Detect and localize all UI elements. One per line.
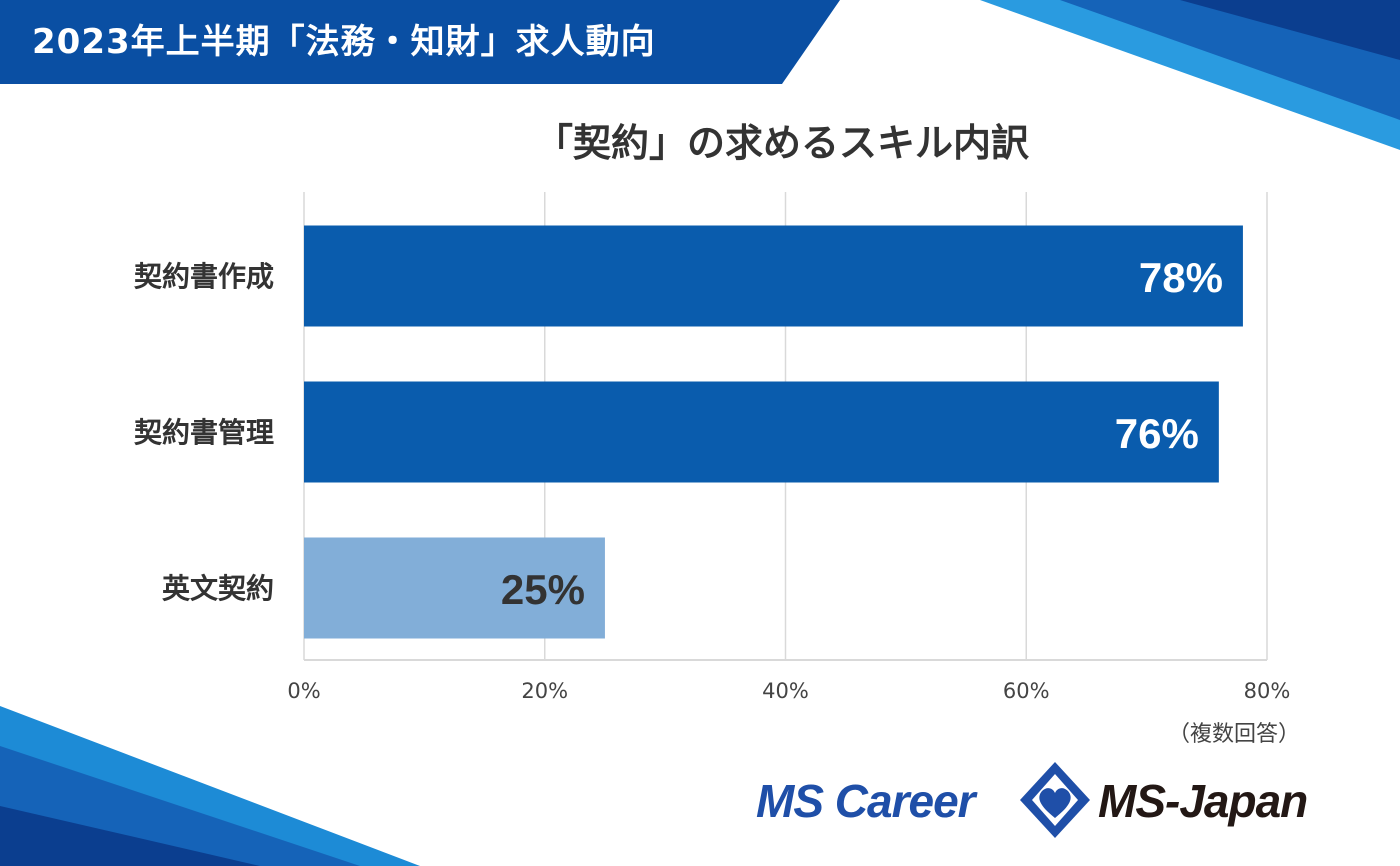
labels: 0% 20% 40% 60% 80% 契約書作成 78% 契約書管理 76% 英文契約 25% xyxy=(134,254,1290,703)
msjapan-logo: MS-Japan xyxy=(1098,775,1308,827)
mscareer-logo: MS Career xyxy=(756,775,976,827)
category-label: 契約書管理 xyxy=(134,416,274,449)
category-label: 契約書作成 xyxy=(134,260,274,293)
data-label: 76% xyxy=(1115,410,1199,457)
bar xyxy=(304,381,1219,483)
logos: MS Career MS-Japan xyxy=(756,752,1356,848)
ms-japan-diamond-icon xyxy=(1020,762,1090,838)
x-tick-label: 60% xyxy=(1003,679,1050,703)
multiple-answer-note: （複数回答） xyxy=(1167,722,1300,747)
x-tick-label: 20% xyxy=(521,679,568,703)
x-tick-label: 80% xyxy=(1244,679,1291,703)
data-label: 25% xyxy=(501,566,585,613)
x-tick-label: 40% xyxy=(762,679,809,703)
x-tick-label: 0% xyxy=(287,679,320,703)
bar xyxy=(304,225,1243,327)
bottom-left-decoration xyxy=(0,706,420,866)
bars xyxy=(304,225,1243,639)
data-label: 78% xyxy=(1139,254,1223,301)
bar xyxy=(304,537,605,639)
page-title: 2023年上半期「法務・知財」求人動向 xyxy=(32,22,656,62)
chart-title: 「契約」の求めるスキル内訳 xyxy=(534,121,1029,165)
header-banner xyxy=(0,0,840,84)
top-right-decoration xyxy=(980,0,1400,150)
category-label: 英文契約 xyxy=(162,572,274,605)
